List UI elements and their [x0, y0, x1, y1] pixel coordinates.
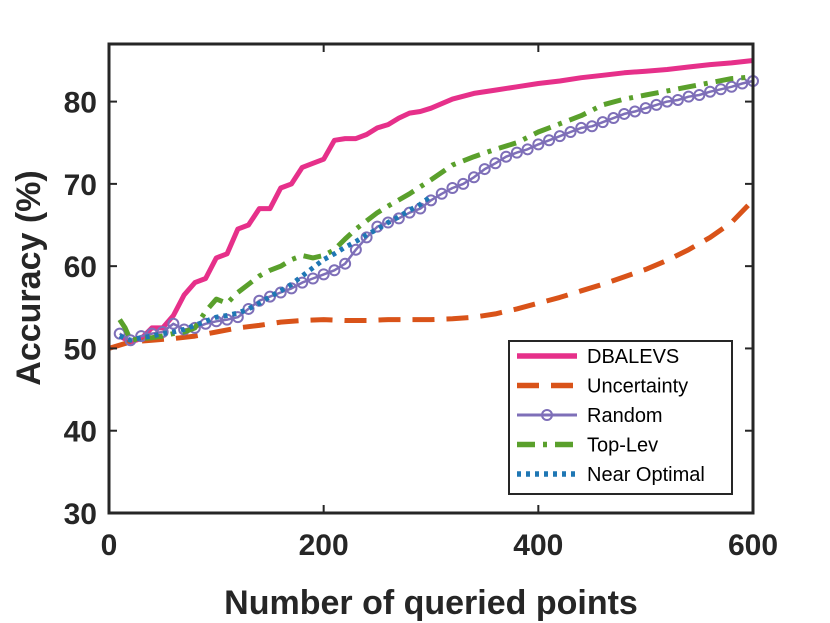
series-point-random [607, 112, 620, 125]
series-point-random [671, 93, 684, 106]
legend: DBALEVS Uncertainty Random Top-Lev Near Opti… [508, 340, 733, 495]
series-point-random [586, 120, 598, 133]
series-point-random [714, 83, 727, 96]
y-tick-label: 30 [64, 498, 97, 531]
series-point-random [328, 264, 341, 277]
series-line-dbalevs [118, 58, 754, 345]
x-axis-title: Number of queried points [224, 584, 638, 622]
series-line-uncertainty [108, 198, 755, 351]
series-line-random [119, 79, 754, 342]
series-point-random [521, 143, 534, 156]
legend-label-uncertainty: Uncertainty [587, 376, 688, 398]
plot-lines [108, 58, 759, 351]
series-point-random [306, 272, 319, 285]
series-point-random [478, 163, 491, 176]
series-point-random [510, 146, 523, 159]
legend-label-top-lev: Top-Lev [587, 435, 658, 457]
series-point-random [285, 282, 298, 295]
series-point-random [618, 107, 631, 120]
series-point-random [467, 171, 480, 184]
series-point-random [489, 157, 502, 170]
series-line-near-optimal [118, 194, 433, 343]
legend-label-random: Random [587, 405, 663, 427]
series-point-random [435, 187, 448, 200]
series-point-random [392, 212, 405, 225]
legend-box [508, 340, 733, 495]
y-tick-label: 50 [64, 333, 97, 366]
series-point-random [349, 243, 362, 256]
legend-label-near-optimal: Near Optimal [587, 464, 705, 486]
series-point-random [639, 102, 652, 115]
series-point-random [693, 89, 706, 102]
series-point-random [650, 98, 663, 111]
series-point-random [725, 80, 738, 93]
series-point-random [231, 311, 244, 324]
series-point-random [360, 231, 373, 244]
series-point-random [167, 317, 180, 330]
axis-ticks: 0 200 400 600 30 40 50 60 70 80 [64, 44, 778, 562]
series-point-random [532, 138, 545, 151]
series-line-top-lev [117, 74, 754, 343]
series-point-random [553, 130, 566, 143]
series-point-random [500, 150, 513, 163]
series-point-random [317, 268, 330, 281]
series-point-random [339, 257, 352, 270]
series-point-random [446, 181, 459, 194]
y-tick-label: 40 [64, 416, 97, 449]
x-tick-label: 0 [101, 529, 118, 562]
plot-frame [107, 42, 755, 515]
y-tick-label: 80 [64, 87, 97, 120]
x-tick-label: 200 [299, 529, 349, 562]
x-tick-label: 600 [728, 529, 778, 562]
legend-label-dbalevs: DBALEVS [587, 346, 679, 368]
series-point-random [457, 177, 470, 190]
series-point-random [628, 105, 641, 118]
legend-marker-random [541, 409, 553, 421]
series-point-random [704, 85, 717, 98]
series-point-random [596, 116, 609, 129]
series-point-random [543, 134, 556, 147]
y-tick-label: 70 [64, 169, 97, 202]
series-point-random [564, 126, 577, 139]
y-tick-label: 60 [64, 251, 97, 284]
y-axis-title: Accuracy (%) [10, 170, 48, 385]
series-point-random [382, 216, 395, 229]
x-tick-label: 400 [513, 529, 563, 562]
